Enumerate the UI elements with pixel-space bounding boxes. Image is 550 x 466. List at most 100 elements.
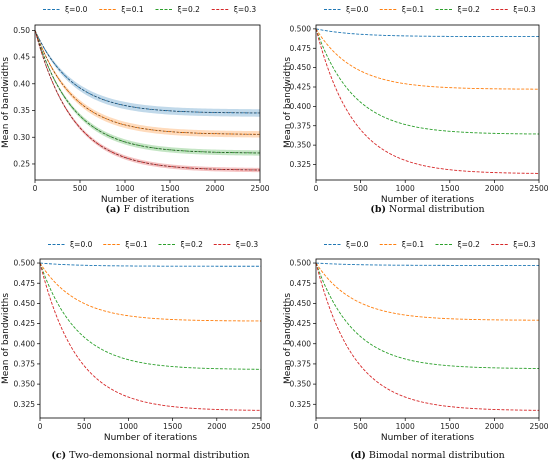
y-tick-label: 0.375 bbox=[290, 360, 312, 369]
y-tick-label: 0.400 bbox=[290, 339, 312, 348]
y-tick-label: 0.375 bbox=[290, 121, 312, 130]
panel-b: ξ=0.0 ξ=0.1 ξ=0.2 ξ=0.3 0 500 1000 1500 2000 2500… bbox=[283, 5, 549, 215]
x-axis-label: Number of iterations bbox=[381, 433, 475, 443]
series-line bbox=[34, 30, 261, 114]
x-tick-label: 1500 bbox=[440, 184, 459, 193]
series-mean-line bbox=[34, 30, 261, 114]
series-mean-line bbox=[34, 30, 261, 154]
x-tick-label: 1000 bbox=[396, 184, 415, 193]
y-tick-label: 0.450 bbox=[14, 299, 36, 308]
series-line bbox=[315, 262, 539, 266]
legend-label: ξ=0.0 bbox=[346, 5, 369, 14]
axes-frame bbox=[39, 258, 262, 419]
series-line bbox=[39, 262, 261, 267]
legend-label: ξ=0.2 bbox=[458, 5, 481, 14]
x-tick-label: 2500 bbox=[251, 422, 270, 431]
x-tick-label: 0 bbox=[314, 184, 319, 193]
legend-label: ξ=0.3 bbox=[234, 5, 257, 14]
x-tick-label: 2000 bbox=[205, 184, 224, 193]
series-line bbox=[39, 262, 262, 322]
series-mean-line bbox=[34, 30, 261, 135]
y-tick-label: 0.350 bbox=[290, 141, 312, 150]
series-line bbox=[315, 28, 540, 135]
legend-label: ξ=0.3 bbox=[236, 240, 259, 249]
y-tick-label: 0.35 bbox=[13, 106, 30, 115]
legend-label: ξ=0.2 bbox=[178, 5, 201, 14]
series-band bbox=[35, 30, 260, 117]
y-tick-label: 0.500 bbox=[14, 259, 36, 268]
series-line bbox=[315, 262, 540, 411]
axes-frame bbox=[34, 24, 261, 181]
x-tick-label: 500 bbox=[353, 184, 368, 193]
series-line bbox=[315, 28, 539, 38]
x-tick-label: 500 bbox=[353, 422, 368, 431]
y-tick-label: 0.325 bbox=[290, 160, 312, 169]
y-tick-label: 0.375 bbox=[14, 360, 36, 369]
y-axis-label: Mean of bandwidths bbox=[1, 57, 11, 148]
y-tick-label: 0.45 bbox=[13, 53, 30, 62]
y-tick-label: 0.325 bbox=[14, 400, 36, 409]
axes-frame bbox=[315, 258, 540, 419]
legend: ξ=0.0 ξ=0.1 ξ=0.2 ξ=0.3 bbox=[324, 240, 536, 249]
caption-letter: (b) bbox=[370, 204, 386, 215]
x-tick-label: 2000 bbox=[485, 422, 504, 431]
y-tick-label: 0.400 bbox=[290, 102, 312, 111]
y-tick-label: 0.425 bbox=[290, 83, 312, 92]
y-tick-label: 0.425 bbox=[14, 319, 36, 328]
legend: ξ=0.0 ξ=0.1 ξ=0.2 ξ=0.3 bbox=[43, 5, 256, 14]
y-tick-label: 0.450 bbox=[290, 299, 312, 308]
x-tick-label: 500 bbox=[77, 422, 92, 431]
y-axis-label: Mean of bandwidths bbox=[283, 293, 293, 384]
x-tick-label: 2000 bbox=[485, 184, 504, 193]
legend-label: ξ=0.1 bbox=[121, 5, 144, 14]
panel-caption: (a) F distribution bbox=[105, 204, 189, 215]
x-tick-label: 1000 bbox=[115, 184, 134, 193]
panel-d: ξ=0.0 ξ=0.1 ξ=0.2 ξ=0.3 0 500 1000 1500 2000 2500… bbox=[283, 240, 549, 461]
x-tick-label: 2500 bbox=[529, 184, 548, 193]
legend-label: ξ=0.3 bbox=[513, 240, 536, 249]
series-line bbox=[39, 262, 262, 411]
y-axis-label: Mean of bandwidths bbox=[283, 57, 293, 148]
x-tick-label: 0 bbox=[33, 184, 38, 193]
y-tick-label: 0.400 bbox=[14, 339, 36, 348]
panel-c: ξ=0.0 ξ=0.1 ξ=0.2 ξ=0.3 0 500 1000 1500 2000 2500… bbox=[1, 240, 271, 461]
y-tick-label: 0.475 bbox=[14, 279, 36, 288]
x-tick-label: 2000 bbox=[207, 422, 226, 431]
y-tick-label: 0.500 bbox=[290, 24, 312, 33]
axes-frame bbox=[315, 24, 540, 181]
x-tick-label: 1000 bbox=[119, 422, 138, 431]
y-tick-label: 0.425 bbox=[290, 319, 312, 328]
x-tick-label: 0 bbox=[38, 422, 43, 431]
panel-caption: (c) Two-demonsional normal distribution bbox=[51, 450, 249, 461]
caption-letter: (d) bbox=[350, 450, 366, 461]
x-tick-label: 500 bbox=[73, 184, 88, 193]
x-tick-label: 1500 bbox=[160, 184, 179, 193]
legend-label: ξ=0.0 bbox=[70, 240, 93, 249]
caption-text: Bimodal normal distribution bbox=[366, 450, 505, 461]
series-line bbox=[39, 262, 262, 370]
series-band bbox=[35, 30, 260, 138]
panel-caption: (b) Normal distribution bbox=[370, 204, 484, 215]
legend-label: ξ=0.0 bbox=[346, 240, 369, 249]
x-tick-label: 2500 bbox=[529, 422, 548, 431]
x-tick-label: 0 bbox=[314, 422, 319, 431]
series-line bbox=[315, 28, 540, 174]
panel-caption: (d) Bimodal normal distribution bbox=[350, 450, 505, 461]
caption-letter: (c) bbox=[51, 450, 66, 461]
legend-label: ξ=0.2 bbox=[458, 240, 481, 249]
caption-text: Two-demonsional normal distribution bbox=[66, 450, 250, 461]
y-tick-label: 0.500 bbox=[290, 259, 312, 268]
y-axis-label: Mean of bandwidths bbox=[1, 293, 11, 384]
x-tick-label: 2500 bbox=[250, 184, 269, 193]
panel-a: ξ=0.0 ξ=0.1 ξ=0.2 ξ=0.3 0 500 1000 1500 2000 2500… bbox=[1, 5, 270, 215]
x-axis-label: Number of iterations bbox=[101, 195, 195, 205]
legend-label: ξ=0.1 bbox=[402, 5, 425, 14]
series-line bbox=[315, 262, 540, 369]
legend-label: ξ=0.3 bbox=[513, 5, 536, 14]
y-tick-label: 0.50 bbox=[13, 26, 30, 35]
x-tick-label: 1500 bbox=[163, 422, 182, 431]
legend-label: ξ=0.1 bbox=[125, 240, 148, 249]
legend: ξ=0.0 ξ=0.1 ξ=0.2 ξ=0.3 bbox=[48, 240, 258, 249]
caption-letter: (a) bbox=[105, 204, 120, 215]
